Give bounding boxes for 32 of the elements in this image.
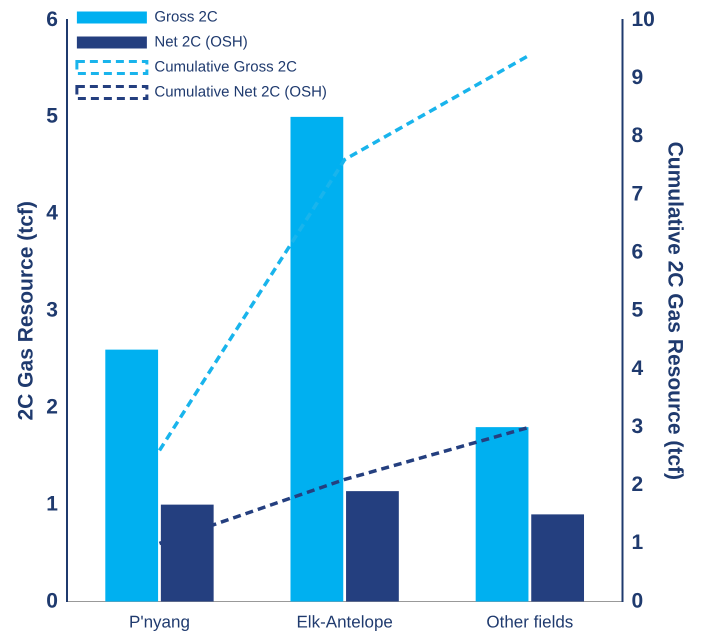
y-tick-label: 3	[46, 298, 58, 322]
legend-label: Cumulative Net 2C (OSH)	[154, 84, 327, 101]
legend-label: Cumulative Gross 2C	[154, 58, 298, 76]
legend-label: Net 2C (OSH)	[154, 34, 248, 51]
y2-tick-label: 0	[631, 589, 644, 612]
y-tick-label: 2	[46, 396, 58, 419]
y2-tick-label: 7	[631, 182, 644, 206]
bar	[476, 427, 528, 602]
y2-tick-label: 2	[631, 473, 644, 496]
y-axis-title: 2C Gas Resource (tcf)	[14, 201, 38, 421]
y2-tick-label: 6	[631, 240, 644, 264]
y2-tick-label: 4	[631, 356, 644, 380]
x-tick-label: Elk-Antelope	[296, 612, 393, 632]
y-tick-label: 0	[46, 589, 58, 612]
legend-label: Gross 2C	[154, 8, 218, 26]
y2-tick-label: 1	[631, 531, 644, 554]
bar	[346, 491, 399, 602]
y2-tick-label: 3	[631, 414, 644, 438]
y2-tick-label: 8	[631, 124, 644, 148]
y2-tick-label: 5	[631, 298, 644, 322]
y2-axis-title: Cumulative 2C Gas Resource (tcf)	[664, 142, 687, 480]
x-tick-label: P'nyang	[129, 612, 190, 632]
y2-tick-label: 9	[631, 66, 644, 89]
y-tick-label: 1	[46, 492, 58, 516]
bar	[290, 116, 344, 602]
y-tick-label: 6	[46, 8, 58, 31]
y-tick-label: 5	[46, 104, 58, 128]
y-tick-label: 4	[46, 202, 58, 225]
y2-tick-label: 10	[631, 8, 655, 31]
bar	[105, 350, 158, 602]
bar	[531, 514, 584, 602]
x-tick-label: Other fields	[486, 612, 574, 632]
